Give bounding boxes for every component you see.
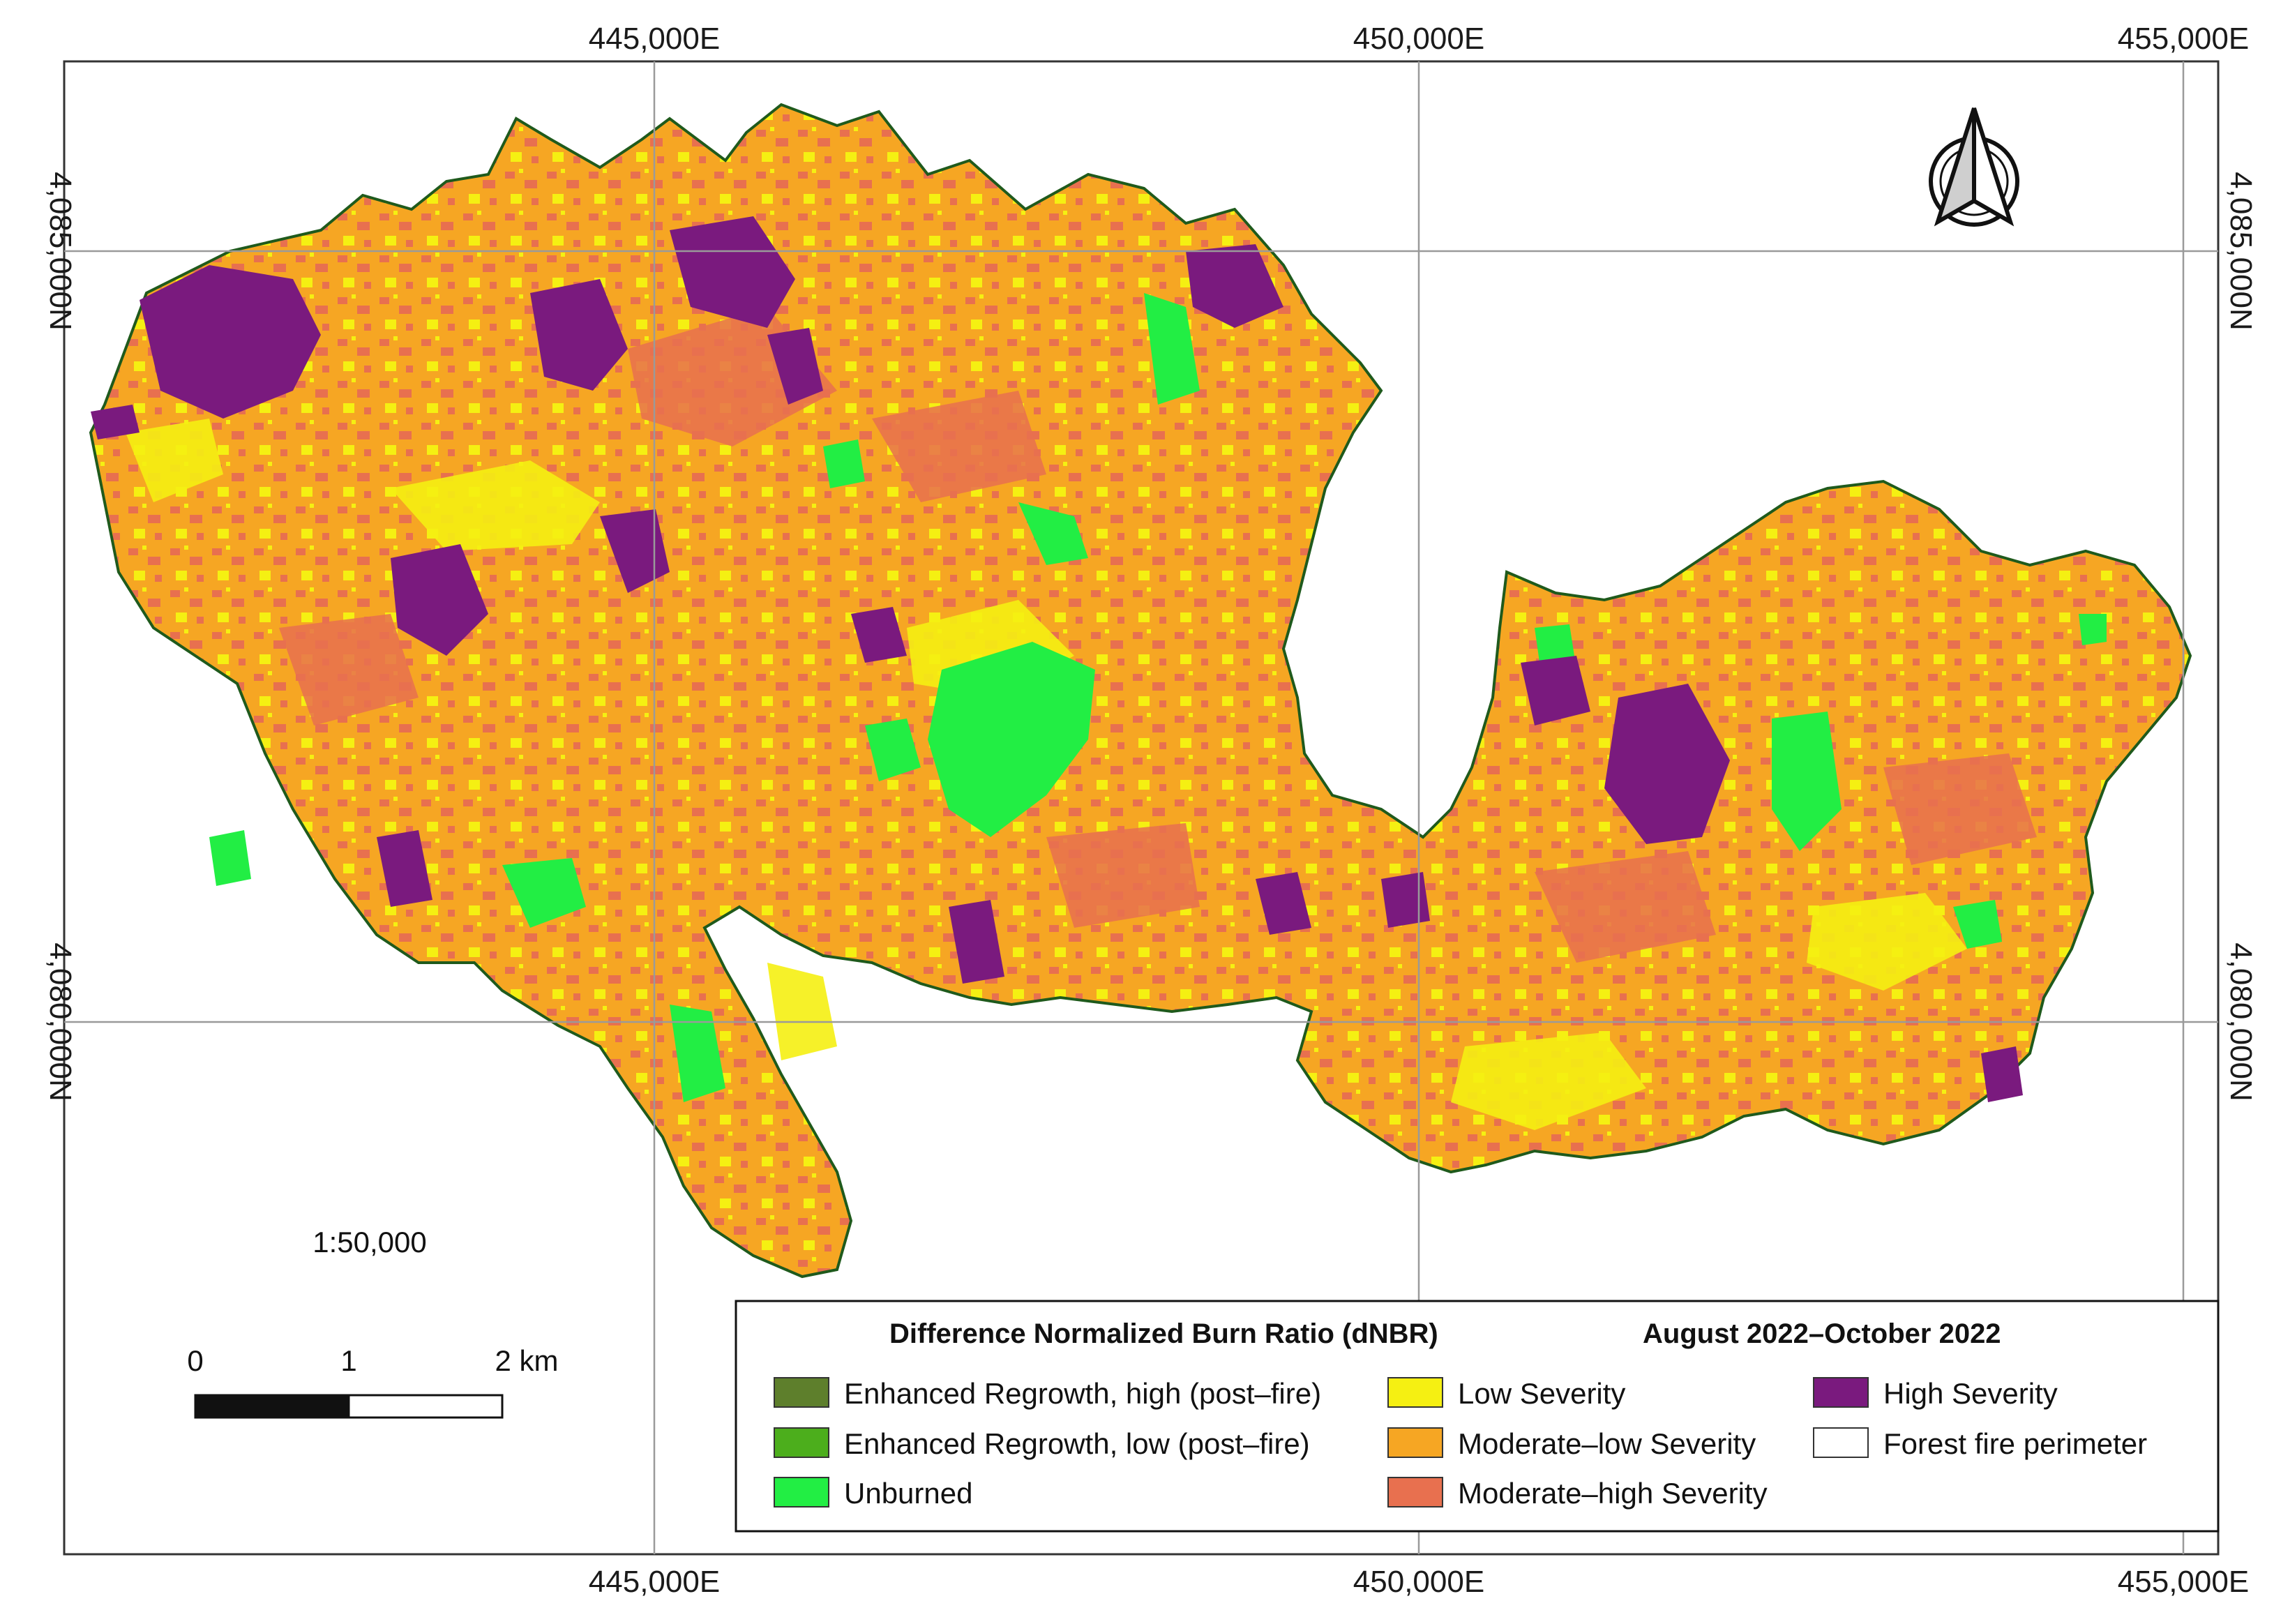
legend-label-6: High Severity xyxy=(1883,1377,2058,1410)
top-label-455000: 455,000E xyxy=(2118,22,2249,56)
north-arrow-icon xyxy=(1929,107,2019,227)
left-label-4080000: 4,080,000N xyxy=(43,942,77,1102)
bottom-label-450000: 450,000E xyxy=(1353,1565,1484,1599)
legend-swatch-6 xyxy=(1813,1377,1869,1408)
legend-label-0: Enhanced Regrowth, high (post–fire) xyxy=(844,1377,1321,1410)
left-label-4085000: 4,085,000N xyxy=(43,172,77,331)
legend-box xyxy=(735,1300,2220,1533)
scale-ratio: 1:50,000 xyxy=(313,1226,427,1258)
right-label-4085000: 4,085,000N xyxy=(2224,172,2258,331)
legend: Difference Normalized Burn Ratio (dNBR) … xyxy=(735,1300,2220,1533)
top-label-445000: 445,000E xyxy=(589,22,720,56)
scale-tick-2: 2 km xyxy=(495,1344,558,1377)
legend-label-3: Low Severity xyxy=(1458,1377,1625,1410)
scale-tick-0: 0 xyxy=(187,1344,203,1377)
legend-label-1: Enhanced Regrowth, low (post–fire) xyxy=(844,1427,1310,1460)
legend-swatch-2 xyxy=(774,1477,829,1508)
legend-swatch-5 xyxy=(1387,1477,1443,1508)
legend-label-7: Forest fire perimeter xyxy=(1883,1427,2147,1460)
legend-swatch-0 xyxy=(774,1377,829,1408)
legend-title: Difference Normalized Burn Ratio (dNBR) xyxy=(889,1318,1438,1349)
high-severity-patches xyxy=(91,216,2023,1102)
bottom-label-455000: 455,000E xyxy=(2118,1565,2249,1599)
bottom-label-445000: 445,000E xyxy=(589,1565,720,1599)
fire-perimeter xyxy=(89,103,2192,1279)
legend-label-4: Moderate–low Severity xyxy=(1458,1427,1756,1460)
legend-swatch-4 xyxy=(1387,1427,1443,1458)
right-label-4080000: 4,080,000N xyxy=(2224,942,2258,1102)
legend-label-2: Unburned xyxy=(844,1477,972,1510)
legend-swatch-1 xyxy=(774,1427,829,1458)
legend-period: August 2022–October 2022 xyxy=(1643,1318,2001,1349)
scale-bar: 0 1 2 km xyxy=(187,1344,559,1419)
legend-swatch-7 xyxy=(1813,1427,1869,1458)
top-label-450000: 450,000E xyxy=(1353,22,1484,56)
legend-label-5: Moderate–high Severity xyxy=(1458,1477,1768,1510)
legend-swatch-3 xyxy=(1387,1377,1443,1408)
scale-tick-1: 1 xyxy=(340,1344,356,1377)
